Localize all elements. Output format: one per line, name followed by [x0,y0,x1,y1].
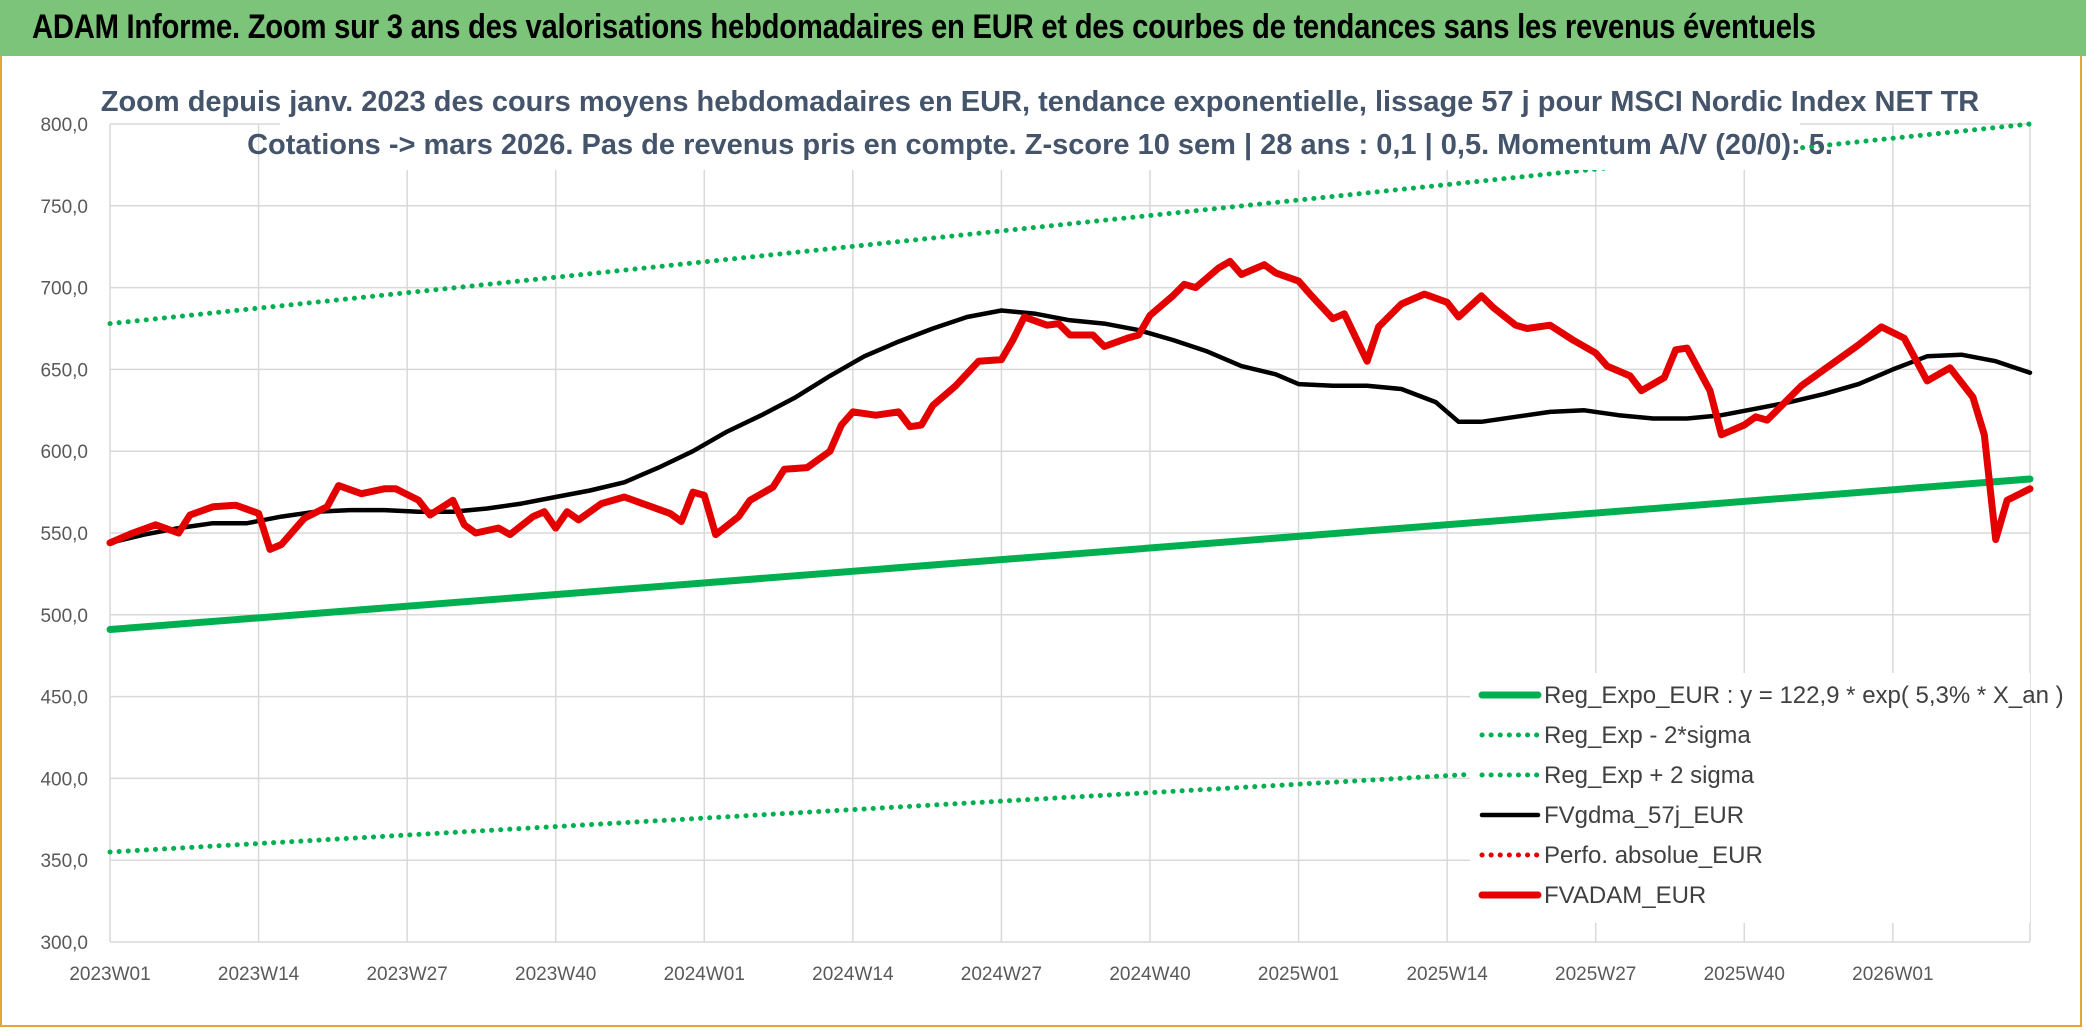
x-tick-label: 2023W01 [69,964,150,985]
legend-label: FVADAM_EUR [1544,882,1706,909]
x-tick-label: 2024W27 [961,964,1042,985]
legend-label: Reg_Exp + 2 sigma [1544,762,1755,789]
y-tick-label: 300,0 [40,933,88,954]
legend-backdrop [1470,673,2030,923]
y-tick-label: 550,0 [40,524,88,545]
series-line-fvadam-eur [106,257,2034,553]
y-tick-label: 400,0 [40,769,88,790]
chart-title-line-1: Zoom depuis janv. 2023 des cours moyens … [101,86,1980,118]
series-line-reg-expo-eur-y-122-9-exp-5-3-x [106,475,2034,633]
y-tick-label: 500,0 [40,606,88,627]
legend-label: Perfo. absolue_EUR [1544,842,1763,869]
x-tick-label: 2024W01 [664,964,745,985]
chart-frame [0,56,2082,1027]
x-tick-label: 2025W14 [1406,964,1488,985]
y-tick-label: 650,0 [40,360,88,381]
x-tick-label: 2025W01 [1258,964,1339,985]
x-tick-label: 2023W14 [218,964,300,985]
title-backdrop [280,78,1800,170]
y-tick-label: 800,0 [40,115,88,136]
y-tick-label: 750,0 [40,197,88,218]
x-axis: 2023W01 2023W14 2023W27 2023W40 2024W01 2024W… [69,964,1933,985]
y-axis: 800,0 750,0 700,0 650,0 600,0 550,0 500,0 450,0… [40,115,88,954]
legend-label: Reg_Expo_EUR : y = 122,9 * exp( 5,3% * X… [1544,682,2064,709]
report-banner: ADAM Informe. Zoom sur 3 ans des valoris… [0,0,2086,56]
legend: Reg_Expo_EUR : y = 122,9 * exp( 5,3% * X… [1470,673,2064,923]
legend-label: Reg_Exp - 2*sigma [1544,722,1751,749]
y-tick-label: 450,0 [40,688,88,709]
y-tick-label: 700,0 [40,279,88,300]
x-tick-label: 2026W01 [1852,964,1933,985]
legend-label: FVgdma_57j_EUR [1544,802,1744,829]
x-tick-label: 2023W40 [515,964,596,985]
x-tick-label: 2025W27 [1555,964,1636,985]
x-tick-label: 2024W40 [1109,964,1190,985]
y-tick-label: 600,0 [40,442,88,463]
chart-title: Zoom depuis janv. 2023 des cours moyens … [101,78,1980,170]
x-tick-label: 2025W40 [1704,964,1785,985]
x-tick-label: 2024W14 [812,964,894,985]
x-tick-label: 2023W27 [366,964,447,985]
y-tick-label: 350,0 [40,851,88,872]
chart-title-line-2: Cotations -> mars 2026. Pas de revenus p… [247,129,1833,161]
report-title: ADAM Informe. Zoom sur 3 ans des valoris… [32,8,1816,46]
